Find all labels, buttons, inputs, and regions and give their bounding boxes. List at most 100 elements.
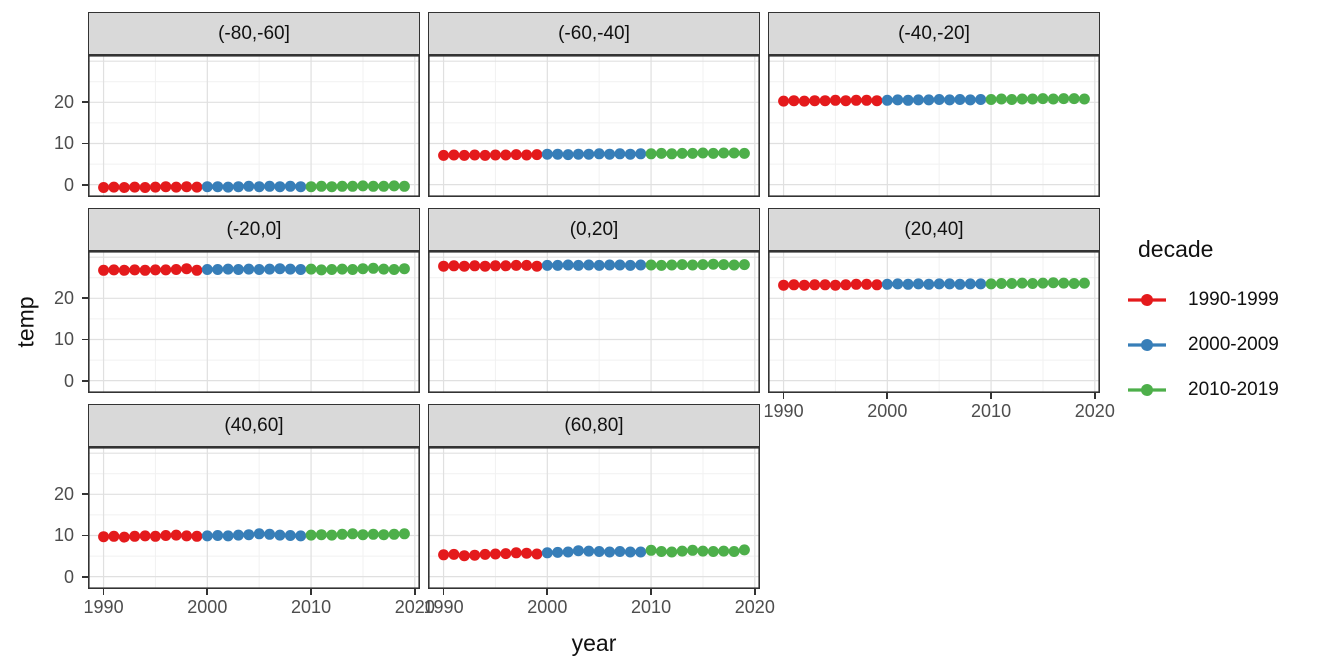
data-point	[253, 181, 265, 193]
legend-title: decade	[1138, 236, 1214, 262]
data-point	[718, 147, 730, 159]
data-point	[232, 264, 244, 275]
data-point	[614, 546, 626, 557]
data-point	[181, 530, 193, 542]
data-point	[1078, 277, 1090, 289]
data-point	[336, 180, 348, 192]
data-point	[438, 149, 450, 161]
y-tick-mark	[82, 101, 88, 104]
data-point	[315, 264, 327, 276]
data-point	[624, 546, 636, 558]
data-point	[284, 530, 296, 541]
x-tick-mark	[650, 589, 652, 595]
data-point	[170, 181, 182, 193]
data-point	[840, 279, 852, 291]
data-point	[98, 531, 110, 543]
y-tick-mark	[82, 183, 88, 186]
data-point	[840, 95, 852, 107]
x-tick-label: 1990	[83, 597, 124, 617]
data-point	[367, 262, 379, 274]
facet-panel	[88, 447, 420, 589]
data-point	[253, 528, 265, 540]
x-tick-label: 2010	[631, 597, 672, 617]
data-point	[315, 529, 327, 541]
data-point	[489, 548, 501, 560]
data-point	[500, 149, 512, 161]
data-point	[295, 181, 307, 193]
data-point	[243, 180, 255, 192]
data-point	[1027, 93, 1039, 105]
legend-entry: 2010-2019	[1128, 379, 1279, 401]
x-tick-mark	[782, 393, 785, 399]
data-point	[778, 279, 790, 291]
data-point	[624, 259, 636, 271]
data-point	[469, 549, 481, 561]
data-point	[738, 544, 750, 556]
facet-strip-label: (60,80]	[564, 414, 624, 436]
data-point	[583, 259, 595, 271]
x-tick-label: 1990	[763, 401, 804, 421]
data-point	[562, 546, 574, 558]
data-point	[305, 263, 317, 275]
data-point	[655, 147, 667, 159]
data-point	[191, 530, 203, 542]
data-point	[531, 548, 543, 560]
data-point	[398, 263, 410, 275]
data-point	[728, 147, 740, 159]
data-point	[985, 278, 997, 290]
data-point	[1037, 93, 1049, 105]
facet-strip-label: (-20,0]	[226, 218, 282, 240]
data-point	[975, 94, 987, 105]
x-tick-label: 2000	[187, 597, 228, 617]
data-point	[572, 545, 584, 557]
legend-entry-label: 2000-2009	[1188, 334, 1279, 355]
data-point	[160, 264, 172, 276]
data-point	[139, 182, 151, 193]
data-point	[541, 259, 553, 271]
data-point	[398, 528, 410, 540]
legend-entry-label: 2010-2019	[1188, 379, 1279, 400]
data-point	[98, 264, 110, 276]
data-point	[562, 259, 574, 271]
data-point	[129, 264, 141, 276]
data-point	[975, 278, 987, 290]
y-tick-label: 10	[53, 133, 74, 154]
data-point	[697, 545, 709, 557]
data-point	[448, 149, 460, 161]
data-point	[819, 279, 831, 291]
data-point	[871, 95, 883, 107]
facet-strip-label: (-60,-40]	[558, 22, 630, 44]
data-point	[892, 278, 904, 290]
y-tick-label: 0	[63, 370, 74, 391]
x-tick-label: 2020	[1074, 401, 1115, 421]
y-tick-label: 20	[53, 288, 74, 309]
facet-strip: (-40,-20]	[768, 12, 1100, 55]
data-point	[212, 181, 224, 193]
data-point	[170, 264, 182, 275]
data-point	[521, 149, 533, 161]
data-point	[1058, 277, 1070, 289]
data-point	[964, 278, 976, 290]
y-tick-mark	[82, 338, 88, 341]
data-point	[232, 529, 244, 541]
data-point	[798, 279, 810, 291]
data-point	[264, 180, 276, 192]
data-point	[98, 182, 110, 193]
data-point	[531, 260, 543, 272]
data-point	[881, 94, 893, 106]
data-point	[357, 180, 369, 192]
data-point	[572, 259, 584, 271]
data-point	[666, 259, 678, 271]
data-point	[655, 259, 667, 271]
data-point	[108, 181, 120, 193]
y-tick-mark	[82, 297, 88, 300]
facet-panel	[428, 55, 760, 197]
y-tick-label: 0	[63, 566, 74, 587]
data-point	[149, 530, 161, 542]
data-point	[1068, 93, 1080, 105]
x-tick-label: 1990	[423, 597, 464, 617]
facet-strip: (40,60]	[88, 404, 420, 447]
data-point	[666, 148, 678, 160]
facet-strip: (-80,-60]	[88, 12, 420, 55]
y-tick-mark	[82, 493, 88, 496]
